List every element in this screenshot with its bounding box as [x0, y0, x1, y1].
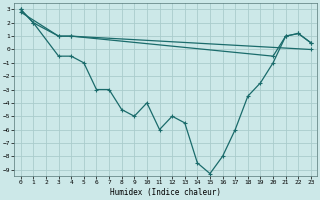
X-axis label: Humidex (Indice chaleur): Humidex (Indice chaleur) [110, 188, 221, 197]
